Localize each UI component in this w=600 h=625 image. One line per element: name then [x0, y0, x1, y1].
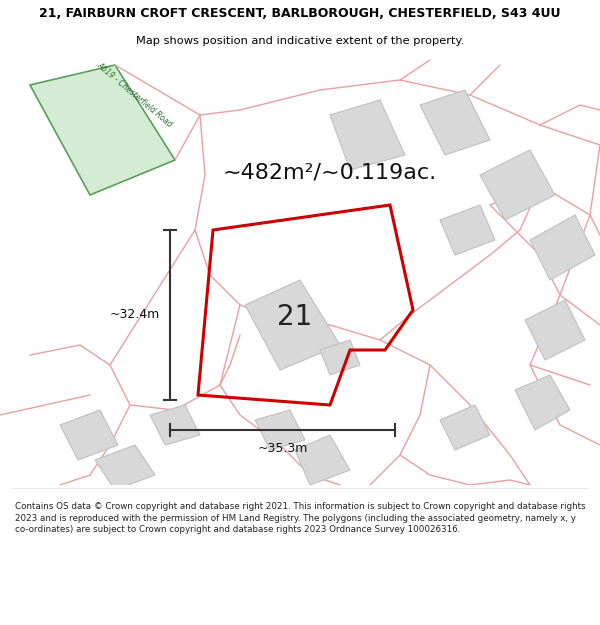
- Polygon shape: [95, 445, 155, 490]
- Polygon shape: [295, 435, 350, 485]
- Polygon shape: [60, 410, 118, 460]
- Polygon shape: [420, 90, 490, 155]
- Text: ~32.4m: ~32.4m: [110, 309, 160, 321]
- Polygon shape: [480, 150, 555, 220]
- Polygon shape: [30, 65, 175, 195]
- Polygon shape: [320, 340, 360, 375]
- Polygon shape: [150, 405, 200, 445]
- Text: 21, FAIRBURN CROFT CRESCENT, BARLBOROUGH, CHESTERFIELD, S43 4UU: 21, FAIRBURN CROFT CRESCENT, BARLBOROUGH…: [39, 8, 561, 20]
- Polygon shape: [440, 405, 490, 450]
- Text: ~482m²/~0.119ac.: ~482m²/~0.119ac.: [223, 163, 437, 183]
- Text: Contains OS data © Crown copyright and database right 2021. This information is : Contains OS data © Crown copyright and d…: [15, 502, 586, 534]
- Polygon shape: [515, 375, 570, 430]
- Text: ~35.3m: ~35.3m: [257, 442, 308, 455]
- Text: 21: 21: [277, 303, 313, 331]
- Polygon shape: [255, 410, 305, 450]
- Polygon shape: [530, 215, 595, 280]
- Polygon shape: [525, 300, 585, 360]
- Polygon shape: [245, 280, 340, 370]
- Polygon shape: [440, 205, 495, 255]
- Polygon shape: [330, 100, 405, 170]
- Text: Map shows position and indicative extent of the property.: Map shows position and indicative extent…: [136, 36, 464, 46]
- Text: A619 - Chesterfield Road: A619 - Chesterfield Road: [95, 61, 174, 129]
